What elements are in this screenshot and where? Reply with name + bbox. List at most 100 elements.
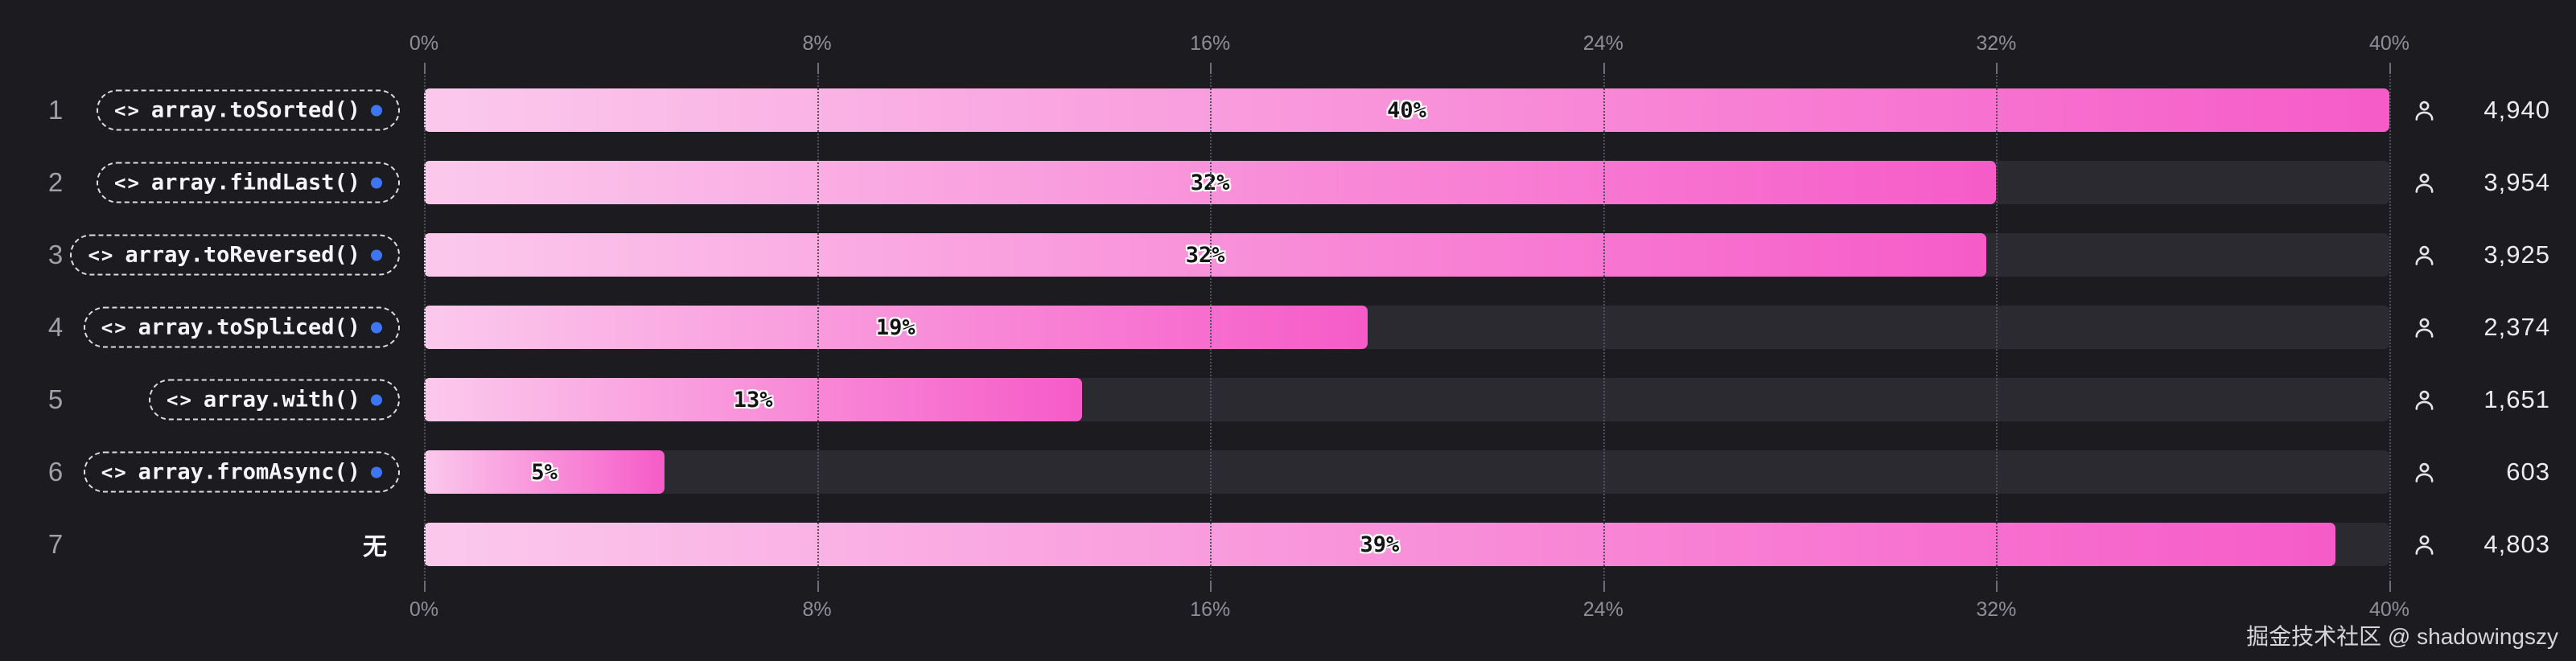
axis-tick-label: 32% [1976, 598, 2017, 621]
vote-count: 2,374 [2412, 313, 2550, 342]
axis-tick-label: 40% [2368, 598, 2410, 621]
axis-tick-label: 24% [1582, 32, 1623, 55]
code-icon: <> [101, 461, 128, 483]
bar-track: 19% [424, 306, 2389, 349]
bar-track: 32% [424, 233, 2389, 277]
bar-percent-label: 32% [1190, 170, 1230, 195]
person-icon [2415, 245, 2434, 265]
code-icon: <> [88, 244, 115, 266]
option-label: array.findLast() [150, 170, 360, 195]
rank-number: 4 [47, 312, 64, 342]
bar-track: 40% [424, 88, 2389, 132]
axis-tick-label: 8% [802, 32, 832, 55]
option-label-plain: 无 [363, 534, 387, 560]
option-pill[interactable]: <> array.findLast() [97, 162, 400, 203]
person-icon [2415, 390, 2434, 410]
option-label: array.toSorted() [150, 97, 360, 123]
vote-count: 3,954 [2412, 168, 2550, 197]
blue-dot-icon [371, 322, 382, 333]
code-icon: <> [167, 388, 193, 411]
rank-number: 7 [47, 529, 64, 559]
vote-count: 1,651 [2412, 385, 2550, 414]
bar-percent-label: 40% [1387, 97, 1426, 123]
person-icon [2415, 101, 2434, 121]
blue-dot-icon [371, 249, 382, 261]
code-icon: <> [101, 316, 128, 339]
chart-row: 5 <> array.with() 13% 1,651 [0, 363, 2576, 436]
watermark: 掘金技术社区 @ shadowingszy [2246, 624, 2558, 649]
label-area: <> array.findLast() [97, 162, 400, 203]
chart-row: 7 无 39% 4,803 [0, 508, 2576, 581]
label-area: <> array.with() [97, 379, 400, 421]
bar[interactable]: 13% [424, 378, 1083, 421]
bar-percent-label: 32% [1185, 242, 1225, 268]
rank-number: 1 [47, 95, 64, 125]
person-icon [2415, 462, 2434, 482]
option-label: array.toReversed() [125, 242, 360, 268]
bar-track: 13% [424, 378, 2389, 421]
count-number: 1,651 [2483, 385, 2550, 413]
bar[interactable]: 32% [424, 161, 1997, 204]
blue-dot-icon [371, 177, 382, 188]
person-icon [2415, 318, 2434, 338]
bar-track: 32% [424, 161, 2389, 204]
axis-tick-label: 24% [1582, 598, 1623, 621]
label-area: <> array.toSpliced() [83, 306, 400, 348]
count-number: 4,940 [2483, 96, 2550, 124]
option-pill[interactable]: <> array.toSpliced() [83, 306, 400, 348]
axis-tick-label: 32% [1976, 32, 2017, 55]
bar-percent-label: 5% [531, 459, 558, 485]
axis-tick-label: 0% [409, 32, 439, 55]
bar[interactable]: 40% [424, 88, 2389, 132]
person-icon [2415, 535, 2434, 555]
bar-percent-label: 19% [875, 314, 916, 340]
vote-count: 4,940 [2412, 96, 2550, 125]
axis-tick-label: 0% [409, 598, 439, 621]
count-number: 3,925 [2483, 240, 2550, 269]
label-area: <> array.toReversed() [70, 234, 400, 276]
bar-track: 39% [424, 523, 2389, 566]
code-icon: <> [114, 99, 141, 121]
bar[interactable]: 39% [424, 523, 2335, 566]
vote-count: 4,803 [2412, 530, 2550, 559]
axis-tick-label: 40% [2368, 32, 2410, 55]
rank-number: 3 [47, 240, 64, 269]
option-pill[interactable]: <> array.toReversed() [70, 234, 400, 276]
blue-dot-icon [371, 466, 382, 478]
option-pill[interactable]: <> array.with() [149, 379, 400, 421]
blue-dot-icon [371, 394, 382, 405]
bar-percent-label: 13% [733, 387, 773, 413]
count-number: 603 [2506, 458, 2550, 486]
label-area: <> array.toSorted() [97, 89, 400, 131]
option-pill[interactable]: <> array.fromAsync() [83, 451, 400, 493]
axis-top: 0% 8% 16% 24% 32% 40% [409, 32, 2409, 58]
chart-row: 1 <> array.toSorted() 40% 4,940 [0, 74, 2576, 146]
rank-number: 5 [47, 384, 64, 414]
rank-number: 2 [47, 167, 64, 197]
count-number: 3,954 [2483, 168, 2550, 196]
chart-row: 2 <> array.findLast() 32% 3,954 [0, 146, 2576, 219]
rank-number: 6 [47, 457, 64, 487]
blue-dot-icon [371, 105, 382, 116]
count-number: 2,374 [2483, 313, 2550, 341]
bar[interactable]: 32% [424, 233, 1987, 277]
axis-tick-label: 16% [1190, 32, 1231, 55]
label-area: 无 [97, 527, 400, 562]
axis-tick-label: 16% [1190, 598, 1231, 621]
bar[interactable]: 5% [424, 450, 665, 494]
option-label: array.with() [203, 387, 360, 413]
bar-percent-label: 39% [1360, 532, 1400, 557]
vote-count: 3,925 [2412, 240, 2550, 269]
code-icon: <> [114, 171, 141, 194]
axis-tick-label: 8% [802, 598, 832, 621]
option-pill[interactable]: <> array.toSorted() [97, 89, 400, 131]
option-label: array.fromAsync() [138, 459, 360, 485]
label-area: <> array.fromAsync() [83, 451, 400, 493]
bar[interactable]: 19% [424, 306, 1368, 349]
chart-row: 6 <> array.fromAsync() 5% 603 [0, 436, 2576, 508]
person-icon [2415, 173, 2434, 193]
option-label: array.toSpliced() [138, 314, 360, 340]
chart-row: 3 <> array.toReversed() 32% 3,925 [0, 219, 2576, 291]
